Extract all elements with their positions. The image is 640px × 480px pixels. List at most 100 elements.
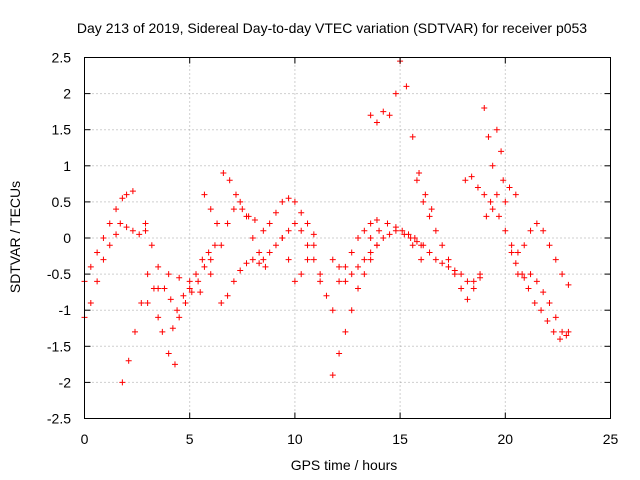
- data-point: [502, 227, 509, 234]
- data-point: [336, 350, 343, 357]
- data-point: [195, 278, 202, 285]
- y-tick-label: -1.5: [47, 338, 71, 354]
- data-point: [237, 198, 244, 205]
- data-point: [386, 231, 393, 238]
- data-point: [207, 206, 214, 213]
- data-point: [291, 198, 298, 205]
- data-point: [148, 242, 155, 249]
- x-tick-label: 0: [81, 431, 89, 447]
- data-point: [464, 296, 471, 303]
- data-point: [298, 227, 305, 234]
- data-point: [193, 271, 200, 278]
- data-point: [113, 231, 120, 238]
- data-point: [373, 119, 380, 126]
- data-point: [188, 289, 195, 296]
- data-point: [123, 224, 130, 231]
- data-point: [399, 227, 406, 234]
- data-point: [540, 227, 547, 234]
- data-point: [291, 278, 298, 285]
- data-point: [470, 278, 477, 285]
- data-point: [317, 278, 324, 285]
- data-point: [161, 285, 168, 292]
- data-point: [182, 299, 189, 306]
- data-point: [426, 213, 433, 220]
- data-point: [232, 191, 239, 198]
- data-point: [256, 249, 263, 256]
- data-point: [367, 249, 374, 256]
- data-point: [329, 372, 336, 379]
- data-point: [106, 242, 113, 249]
- x-tick-label: 10: [287, 431, 303, 447]
- data-point: [493, 126, 500, 133]
- x-tick-label: 5: [186, 431, 194, 447]
- data-point: [243, 213, 250, 220]
- y-tick-label: 1.5: [52, 122, 72, 138]
- data-point: [310, 231, 317, 238]
- data-point: [176, 314, 183, 321]
- data-point: [506, 184, 513, 191]
- data-point: [355, 263, 362, 270]
- x-tick-label: 20: [498, 431, 514, 447]
- data-point: [266, 220, 273, 227]
- data-point: [230, 206, 237, 213]
- data-point: [477, 274, 484, 281]
- data-point: [224, 292, 231, 299]
- data-point: [243, 260, 250, 267]
- data-point: [384, 220, 391, 227]
- data-point: [171, 361, 178, 368]
- data-point: [323, 292, 330, 299]
- data-point: [373, 216, 380, 223]
- data-point: [329, 307, 336, 314]
- data-point: [266, 249, 273, 256]
- x-axis-title: GPS time / hours: [291, 457, 398, 473]
- grid: [84, 57, 611, 419]
- data-point: [527, 271, 534, 278]
- data-point: [138, 299, 145, 306]
- data-point: [420, 198, 427, 205]
- data-point: [144, 271, 151, 278]
- series-sat-s: [407, 235, 484, 285]
- data-point: [527, 227, 534, 234]
- data-point: [470, 285, 477, 292]
- data-point: [298, 271, 305, 278]
- y-tick-label: 1: [63, 158, 71, 174]
- data-point: [342, 278, 349, 285]
- data-point: [87, 263, 94, 270]
- data-point: [376, 227, 383, 234]
- data-point: [176, 274, 183, 281]
- data-point: [355, 285, 362, 292]
- data-point: [367, 235, 374, 241]
- data-point: [100, 256, 107, 263]
- data-point: [493, 191, 500, 198]
- data-point: [279, 198, 286, 205]
- data-point: [167, 296, 174, 303]
- y-axis-title: SDTVAR / TECUs: [7, 181, 23, 293]
- data-point: [367, 220, 374, 227]
- series-sat-v: [483, 206, 572, 288]
- data-point: [445, 263, 452, 270]
- data-point: [565, 281, 572, 288]
- data-point: [485, 133, 492, 140]
- data-point: [285, 256, 292, 263]
- data-point: [205, 249, 212, 256]
- data-point: [445, 256, 452, 263]
- chart-title: Day 213 of 2019, Sidereal Day-to-day VTE…: [77, 20, 587, 36]
- data-points: [81, 58, 572, 386]
- data-point: [519, 271, 526, 278]
- data-point: [361, 256, 368, 263]
- data-point: [87, 299, 94, 306]
- data-point: [531, 299, 538, 306]
- data-point: [226, 177, 233, 184]
- data-point: [489, 206, 496, 213]
- data-point: [272, 209, 279, 216]
- series-sat-b: [81, 220, 149, 321]
- data-point: [380, 108, 387, 115]
- data-point: [285, 227, 292, 234]
- data-point: [100, 235, 107, 241]
- data-point: [180, 292, 187, 299]
- data-point: [540, 289, 547, 296]
- series-sat-c: [119, 271, 178, 386]
- data-point: [525, 285, 532, 292]
- data-point: [521, 274, 528, 281]
